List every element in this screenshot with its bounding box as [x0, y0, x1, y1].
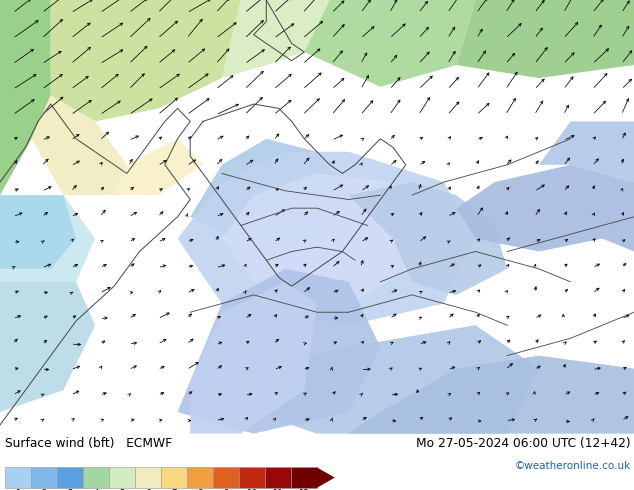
Bar	[109, 467, 135, 488]
Polygon shape	[539, 122, 634, 182]
Polygon shape	[51, 0, 241, 122]
Text: Mo 27-05-2024 06:00 UTC (12+42): Mo 27-05-2024 06:00 UTC (12+42)	[416, 437, 631, 450]
Polygon shape	[304, 0, 476, 87]
Polygon shape	[178, 152, 476, 325]
Text: Surface wind (bft)   ECMWF: Surface wind (bft) ECMWF	[5, 437, 172, 450]
Polygon shape	[222, 173, 431, 304]
Polygon shape	[95, 139, 203, 195]
Polygon shape	[190, 139, 349, 251]
Bar	[161, 467, 187, 488]
Polygon shape	[32, 96, 127, 195]
Bar	[213, 467, 239, 488]
Polygon shape	[317, 467, 335, 488]
Polygon shape	[0, 195, 76, 269]
Bar	[5, 467, 31, 488]
Polygon shape	[0, 0, 51, 195]
Bar	[57, 467, 83, 488]
Bar	[135, 467, 161, 488]
Text: ©weatheronline.co.uk: ©weatheronline.co.uk	[515, 461, 631, 471]
Bar	[187, 467, 213, 488]
Bar	[239, 467, 265, 488]
Polygon shape	[349, 182, 507, 295]
Polygon shape	[349, 356, 634, 434]
Bar	[83, 467, 109, 488]
Polygon shape	[178, 269, 380, 434]
Polygon shape	[0, 195, 95, 282]
Bar	[265, 467, 291, 488]
Bar	[291, 467, 317, 488]
Polygon shape	[0, 282, 95, 434]
Polygon shape	[456, 165, 634, 251]
Polygon shape	[222, 0, 330, 78]
Polygon shape	[190, 282, 317, 434]
Polygon shape	[456, 0, 634, 78]
Bar	[31, 467, 57, 488]
Polygon shape	[190, 325, 539, 434]
